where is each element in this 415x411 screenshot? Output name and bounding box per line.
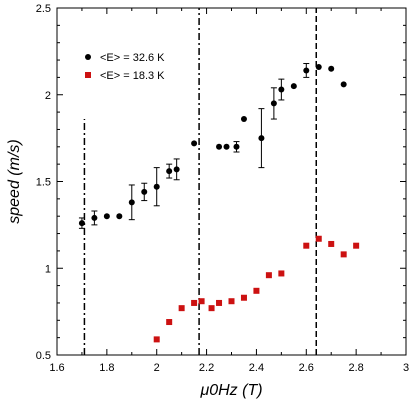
- x-tick-label: 2: [154, 362, 160, 374]
- x-tick-label: 1.6: [49, 362, 64, 374]
- data-point-18-3K: [315, 235, 322, 242]
- data-point-18-3K: [328, 240, 335, 247]
- data-point-32-6K: [78, 220, 85, 227]
- data-point-32-6K: [91, 214, 98, 221]
- data-point-32-6K: [233, 143, 240, 150]
- data-point-32-6K: [290, 83, 297, 90]
- data-point-32-6K: [141, 188, 148, 195]
- y-axis-title: speed (m/s): [6, 139, 23, 223]
- legend-label: <E> = 18.3 K: [100, 70, 165, 82]
- legend-marker: [85, 54, 91, 60]
- data-point-18-3K: [340, 251, 347, 258]
- data-point-32-6K: [303, 67, 310, 74]
- data-point-18-3K: [198, 298, 205, 305]
- data-point-32-6K: [191, 140, 198, 147]
- data-point-18-3K: [178, 305, 185, 312]
- x-tick-label: 1.8: [99, 362, 114, 374]
- y-tick-label: 2: [45, 90, 51, 102]
- data-point-18-3K: [153, 336, 160, 343]
- x-tick-label: 2.6: [299, 362, 314, 374]
- data-point-32-6K: [340, 81, 347, 88]
- data-point-18-3K: [353, 242, 360, 249]
- data-point-32-6K: [166, 168, 173, 175]
- y-tick-label: 1.5: [36, 177, 51, 189]
- data-point-32-6K: [270, 100, 277, 107]
- x-tick-label: 2.4: [249, 362, 264, 374]
- data-point-18-3K: [228, 298, 235, 305]
- data-point-32-6K: [278, 86, 285, 93]
- data-point-32-6K: [223, 143, 230, 150]
- data-point-32-6K: [258, 135, 265, 142]
- data-point-32-6K: [328, 65, 335, 72]
- data-point-18-3K: [166, 319, 173, 326]
- y-tick-label: 2.5: [36, 3, 51, 15]
- data-point-18-3K: [253, 287, 260, 294]
- data-point-32-6K: [116, 213, 123, 220]
- data-point-32-6K: [103, 213, 110, 220]
- x-axis-title: μ0Hz (T): [199, 382, 262, 399]
- data-point-32-6K: [216, 143, 223, 150]
- data-point-18-3K: [303, 242, 310, 249]
- x-tick-label: 2.8: [348, 362, 363, 374]
- data-point-32-6K: [128, 199, 135, 206]
- data-point-18-3K: [265, 272, 272, 279]
- y-tick-label: 1: [45, 263, 51, 275]
- x-tick-label: 2.2: [199, 362, 214, 374]
- legend-label: <E> = 32.6 K: [100, 52, 165, 64]
- data-point-18-3K: [240, 294, 247, 301]
- data-point-18-3K: [278, 270, 285, 277]
- data-point-18-3K: [191, 299, 198, 306]
- data-point-32-6K: [173, 166, 180, 173]
- legend-marker: [85, 72, 91, 78]
- data-point-18-3K: [208, 305, 215, 312]
- data-point-32-6K: [315, 63, 322, 70]
- x-tick-label: 3: [403, 362, 409, 374]
- data-point-32-6K: [240, 116, 247, 123]
- data-point-32-6K: [153, 183, 160, 190]
- y-tick-label: 0.5: [36, 350, 51, 362]
- data-point-18-3K: [216, 299, 223, 306]
